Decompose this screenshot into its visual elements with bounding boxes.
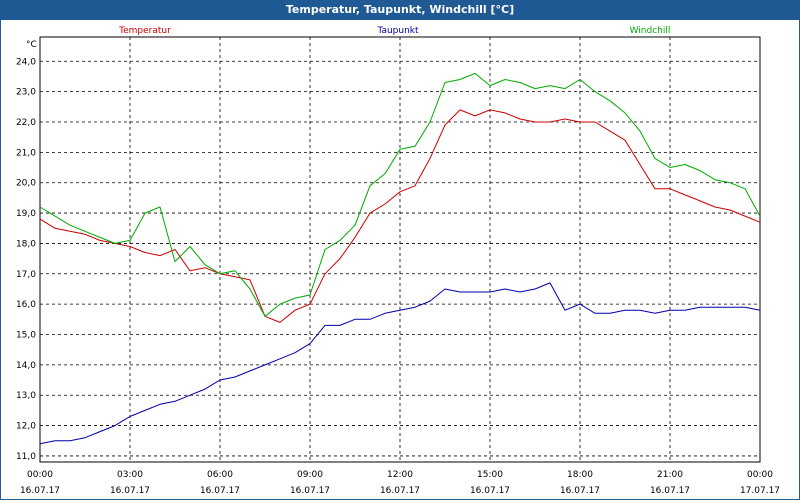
x-tick-time: 15:00 bbox=[477, 470, 503, 480]
y-tick-labels: 11,0 12,0 13,0 14,0 15,0 16,0 17,0 18,0 19,0 20,0… bbox=[16, 57, 36, 462]
y-tick-label: 14,0 bbox=[16, 361, 36, 371]
x-tick-date: 16.07.17 bbox=[290, 486, 330, 496]
x-tick-time: 09:00 bbox=[297, 470, 323, 480]
x-tick-time: 18:00 bbox=[567, 470, 593, 480]
x-tick-date: 16.07.17 bbox=[560, 486, 600, 496]
y-tick-label: 15,0 bbox=[16, 331, 36, 341]
x-tick-date: 17.07.17 bbox=[740, 486, 780, 496]
series-line-temperatur bbox=[39, 109, 761, 323]
x-tick-date: 16.07.17 bbox=[110, 486, 150, 496]
y-tick-label: 12,0 bbox=[16, 422, 36, 432]
x-tick-date: 16.07.17 bbox=[380, 486, 420, 496]
y-tick-label: 19,0 bbox=[16, 209, 36, 219]
legend-entry-temperatur: Temperatur bbox=[118, 26, 171, 36]
plot-border bbox=[39, 36, 761, 463]
y-tick-label: 17,0 bbox=[16, 270, 36, 280]
y-tick-label: 23,0 bbox=[16, 88, 36, 98]
legend-entry-windchill: Windchill bbox=[630, 26, 671, 36]
x-tick-time: 00:00 bbox=[27, 470, 53, 480]
y-tick-label: 24,0 bbox=[16, 57, 36, 67]
x-tick-date: 16.07.17 bbox=[650, 486, 690, 496]
y-tick-label: 22,0 bbox=[16, 118, 36, 128]
y-tick-label: 18,0 bbox=[16, 239, 36, 249]
y-tick-label: 16,0 bbox=[16, 300, 36, 310]
x-tick-time: 06:00 bbox=[207, 470, 233, 480]
y-tick-label: 11,0 bbox=[16, 452, 36, 462]
series-lines bbox=[39, 72, 761, 445]
series-line-taupunkt bbox=[39, 282, 761, 445]
y-tick-label: 21,0 bbox=[16, 148, 36, 158]
y-tick-label: 13,0 bbox=[16, 391, 36, 401]
legend-entry-taupunkt: Taupunkt bbox=[376, 26, 419, 36]
grid-lines bbox=[40, 37, 760, 462]
series-line-windchill bbox=[39, 72, 761, 317]
window-title: Temperatur, Taupunkt, Windchill [°C] bbox=[0, 0, 800, 19]
x-tick-date: 16.07.17 bbox=[470, 486, 510, 496]
y-axis-label: °C bbox=[26, 40, 37, 50]
x-tick-time: 00:00 bbox=[747, 470, 773, 480]
x-tick-date: 16.07.17 bbox=[200, 486, 240, 496]
legend: Temperatur Taupunkt Windchill bbox=[118, 26, 670, 36]
x-tick-time: 03:00 bbox=[117, 470, 143, 480]
y-tick-label: 20,0 bbox=[16, 179, 36, 189]
x-tick-time: 21:00 bbox=[657, 470, 683, 480]
x-tick-time: 12:00 bbox=[387, 470, 413, 480]
x-tick-date: 16.07.17 bbox=[20, 486, 60, 496]
x-tick-labels: 00:00 16.07.17 03:00 16.07.17 06:00 16.07.17 0… bbox=[20, 470, 780, 496]
